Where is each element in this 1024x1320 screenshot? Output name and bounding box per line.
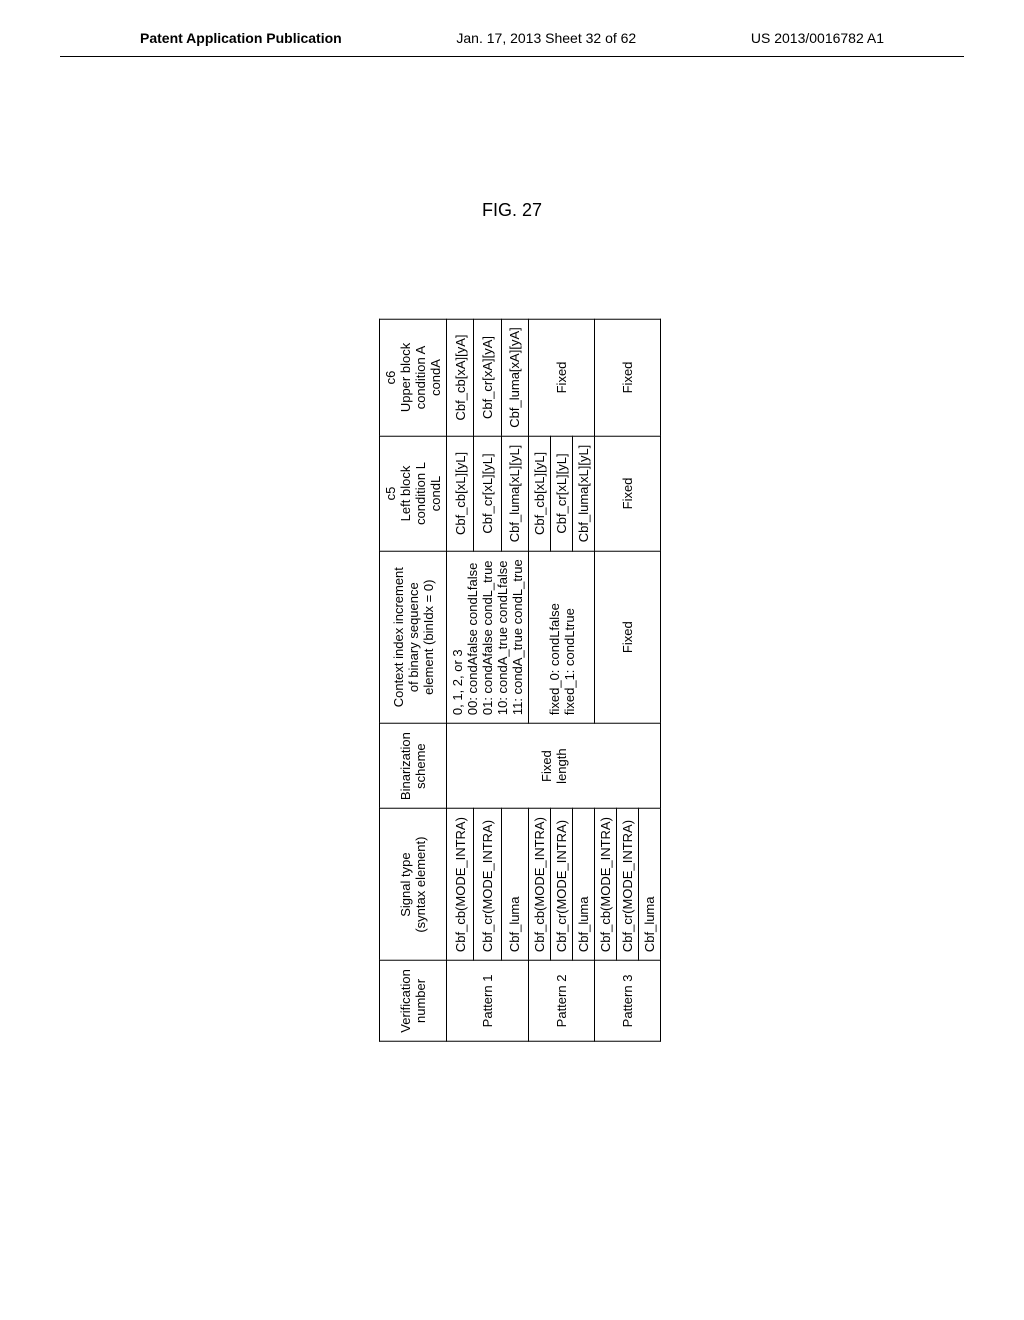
header-right: US 2013/0016782 A1 xyxy=(751,30,884,46)
figure-label: FIG. 27 xyxy=(482,200,542,221)
c6-cell: Cbf_cr[xA][yA] xyxy=(474,319,501,436)
c6-cell: Cbf_luma[xA][yA] xyxy=(501,319,528,436)
signal-cell: Cbf_luma xyxy=(573,809,595,961)
signal-cell: Cbf_cr(MODE_INTRA) xyxy=(551,809,573,961)
c6-cell: Fixed xyxy=(595,319,661,436)
signal-cell: Cbf_cb(MODE_INTRA) xyxy=(529,809,551,961)
verification-cell: Pattern 1 xyxy=(447,961,529,1042)
verification-cell: Pattern 3 xyxy=(595,961,661,1042)
signal-cell: Cbf_luma xyxy=(639,809,661,961)
verification-table: Verificationnumber Signal type(syntax el… xyxy=(379,318,661,1041)
signal-cell: Cbf_cr(MODE_INTRA) xyxy=(474,809,501,961)
col-binarization: Binarizationscheme xyxy=(380,724,447,809)
col-context: Context index incrementof binary sequenc… xyxy=(380,551,447,724)
verification-cell: Pattern 2 xyxy=(529,961,595,1042)
signal-cell: Cbf_cb(MODE_INTRA) xyxy=(595,809,617,961)
col-verification: Verificationnumber xyxy=(380,961,447,1042)
c6-cell: Cbf_cb[xA][yA] xyxy=(447,319,474,436)
table-wrapper: Verificationnumber Signal type(syntax el… xyxy=(379,318,661,1041)
c5-cell: Cbf_luma[xL][yL] xyxy=(573,436,595,551)
c5-cell: Cbf_cb[xL][yL] xyxy=(529,436,551,551)
context-cell: Fixed xyxy=(595,551,661,724)
context-cell: fixed_0: condLfalsefixed_1: condLtrue xyxy=(529,551,595,724)
col-c6: c6Upper block condition AcondA xyxy=(380,319,447,436)
binarization-cell: Fixedlength xyxy=(447,724,661,809)
context-cell: 0, 1, 2, or 300: condAfalse condLfalse01… xyxy=(447,551,529,724)
c5-cell: Cbf_luma[xL][yL] xyxy=(501,436,528,551)
c5-cell: Cbf_cr[xL][yL] xyxy=(551,436,573,551)
table-row: Pattern 1Cbf_cb(MODE_INTRA)Fixedlength0,… xyxy=(447,319,474,1041)
header-center: Jan. 17, 2013 Sheet 32 of 62 xyxy=(456,30,636,46)
c5-cell: Fixed xyxy=(595,436,661,551)
c5-cell: Cbf_cb[xL][yL] xyxy=(447,436,474,551)
page-header: Patent Application Publication Jan. 17, … xyxy=(60,0,964,57)
c5-cell: Cbf_cr[xL][yL] xyxy=(474,436,501,551)
col-c5: c5Left block condition LcondL xyxy=(380,436,447,551)
col-signal-type: Signal type(syntax element) xyxy=(380,809,447,961)
c6-cell: Fixed xyxy=(529,319,595,436)
table-row: Pattern 2Cbf_cb(MODE_INTRA)fixed_0: cond… xyxy=(529,319,551,1041)
table-header-row: Verificationnumber Signal type(syntax el… xyxy=(380,319,447,1041)
signal-cell: Cbf_cr(MODE_INTRA) xyxy=(617,809,639,961)
signal-cell: Cbf_cb(MODE_INTRA) xyxy=(447,809,474,961)
signal-cell: Cbf_luma xyxy=(501,809,528,961)
header-left: Patent Application Publication xyxy=(140,30,342,46)
table-row: Pattern 3Cbf_cb(MODE_INTRA)FixedFixedFix… xyxy=(595,319,617,1041)
